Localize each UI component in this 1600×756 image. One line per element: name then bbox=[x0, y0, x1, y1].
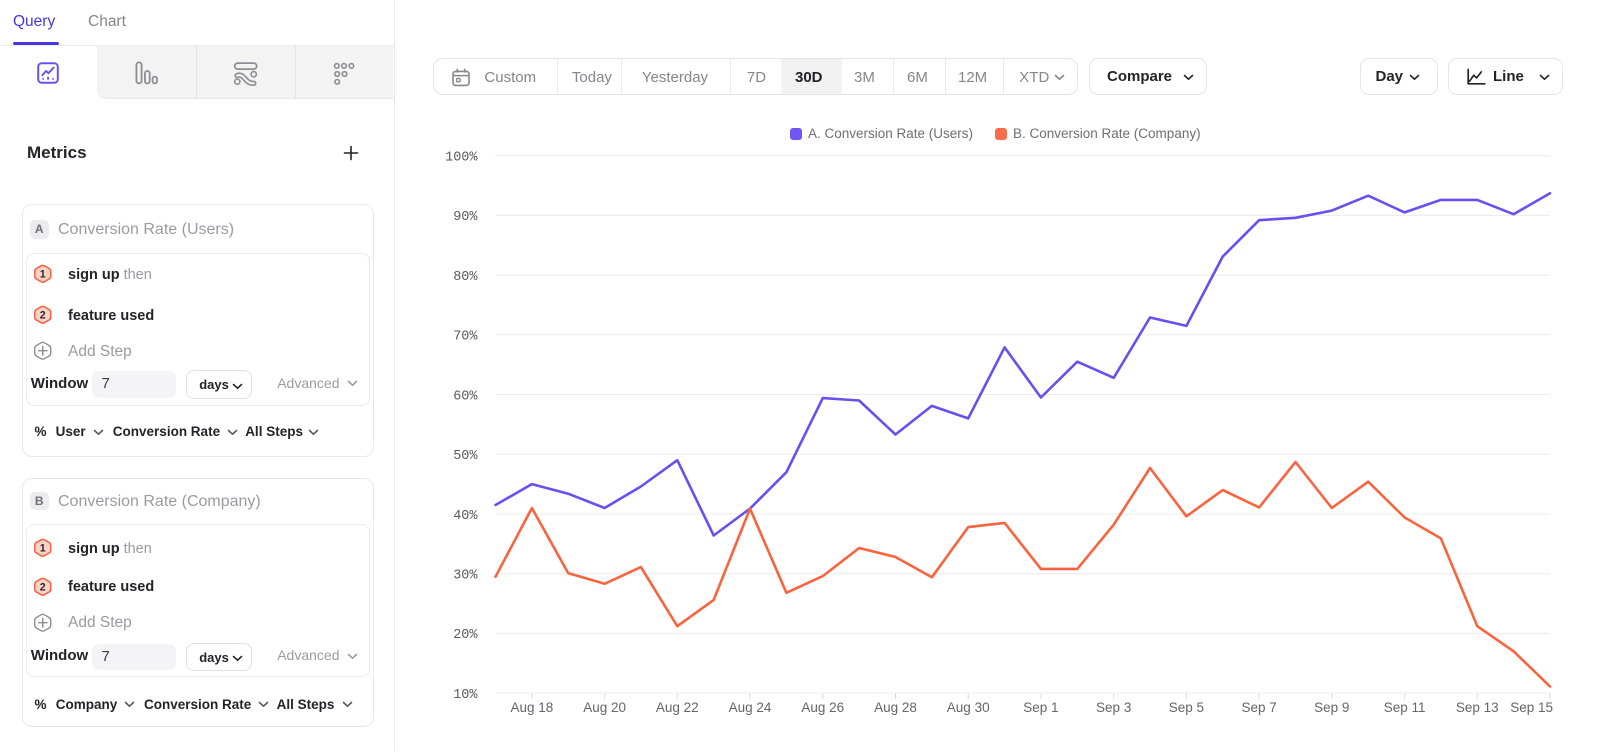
svg-text:Sep 11: Sep 11 bbox=[1384, 700, 1426, 715]
svg-text:90%: 90% bbox=[453, 210, 478, 225]
svg-text:Sep 7: Sep 7 bbox=[1241, 700, 1276, 715]
svg-text:70%: 70% bbox=[453, 330, 478, 345]
svg-text:100%: 100% bbox=[445, 151, 478, 166]
svg-text:Aug 30: Aug 30 bbox=[947, 700, 990, 715]
svg-text:Sep 9: Sep 9 bbox=[1314, 700, 1349, 715]
svg-text:Aug 26: Aug 26 bbox=[801, 700, 844, 715]
svg-text:50%: 50% bbox=[453, 449, 478, 464]
svg-text:2: 2 bbox=[40, 581, 46, 593]
svg-text:Aug 18: Aug 18 bbox=[511, 700, 554, 715]
svg-text:Sep 5: Sep 5 bbox=[1169, 700, 1204, 715]
svg-text:20%: 20% bbox=[453, 628, 478, 643]
svg-text:2: 2 bbox=[40, 309, 46, 321]
svg-text:Aug 28: Aug 28 bbox=[874, 700, 917, 715]
svg-text:Sep 3: Sep 3 bbox=[1096, 700, 1131, 715]
svg-text:Sep 15: Sep 15 bbox=[1510, 700, 1553, 715]
svg-text:1: 1 bbox=[40, 542, 46, 554]
svg-text:Aug 22: Aug 22 bbox=[656, 700, 699, 715]
svg-text:Aug 24: Aug 24 bbox=[729, 700, 772, 715]
svg-text:Sep 13: Sep 13 bbox=[1456, 700, 1499, 715]
svg-text:30%: 30% bbox=[453, 569, 478, 584]
svg-text:Sep 1: Sep 1 bbox=[1023, 700, 1058, 715]
svg-text:40%: 40% bbox=[453, 509, 478, 524]
svg-text:1: 1 bbox=[40, 268, 46, 280]
svg-text:80%: 80% bbox=[453, 270, 478, 285]
svg-text:Aug 20: Aug 20 bbox=[583, 700, 626, 715]
svg-text:10%: 10% bbox=[453, 688, 478, 703]
svg-text:60%: 60% bbox=[453, 389, 478, 404]
